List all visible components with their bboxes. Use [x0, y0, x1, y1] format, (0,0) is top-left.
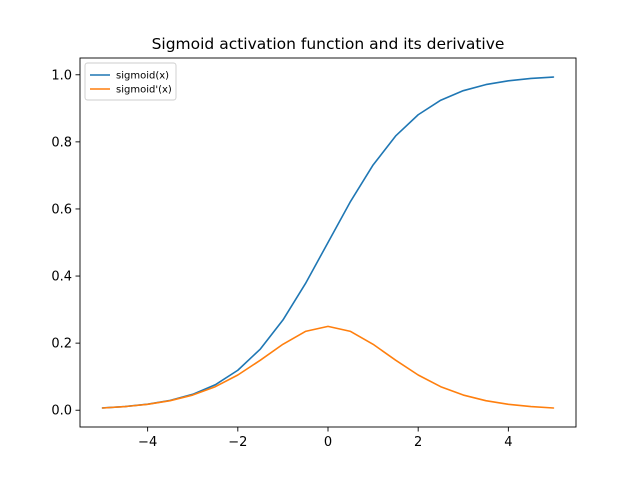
y-tick-label: 0.0	[51, 404, 72, 419]
series-line-1	[101, 325, 555, 409]
y-tick-label: 0.4	[51, 270, 72, 285]
x-tick-label: 4	[504, 435, 512, 450]
x-tick-label: 2	[414, 435, 422, 450]
legend-box	[84, 62, 177, 101]
legend-label-0: sigmoid(x)	[116, 71, 169, 82]
x-tick-label: −4	[138, 435, 157, 450]
x-tick-label: −2	[228, 435, 247, 450]
legend-label-1: sigmoid'(x)	[116, 85, 172, 96]
chart-title: Sigmoid activation function and its deri…	[152, 35, 505, 53]
y-tick-label: 1.0	[51, 68, 72, 83]
x-tick-label: 0	[324, 435, 332, 450]
y-tick-label: 0.6	[51, 202, 72, 217]
y-tick-label: 0.8	[51, 135, 72, 150]
plot-area: −4 −2 0 2 4 0.0 0.2 0.4 0.6 0.8 1.0 sigmoid(x) sigmo…	[51, 57, 577, 450]
y-tick-label: 0.2	[51, 337, 72, 352]
